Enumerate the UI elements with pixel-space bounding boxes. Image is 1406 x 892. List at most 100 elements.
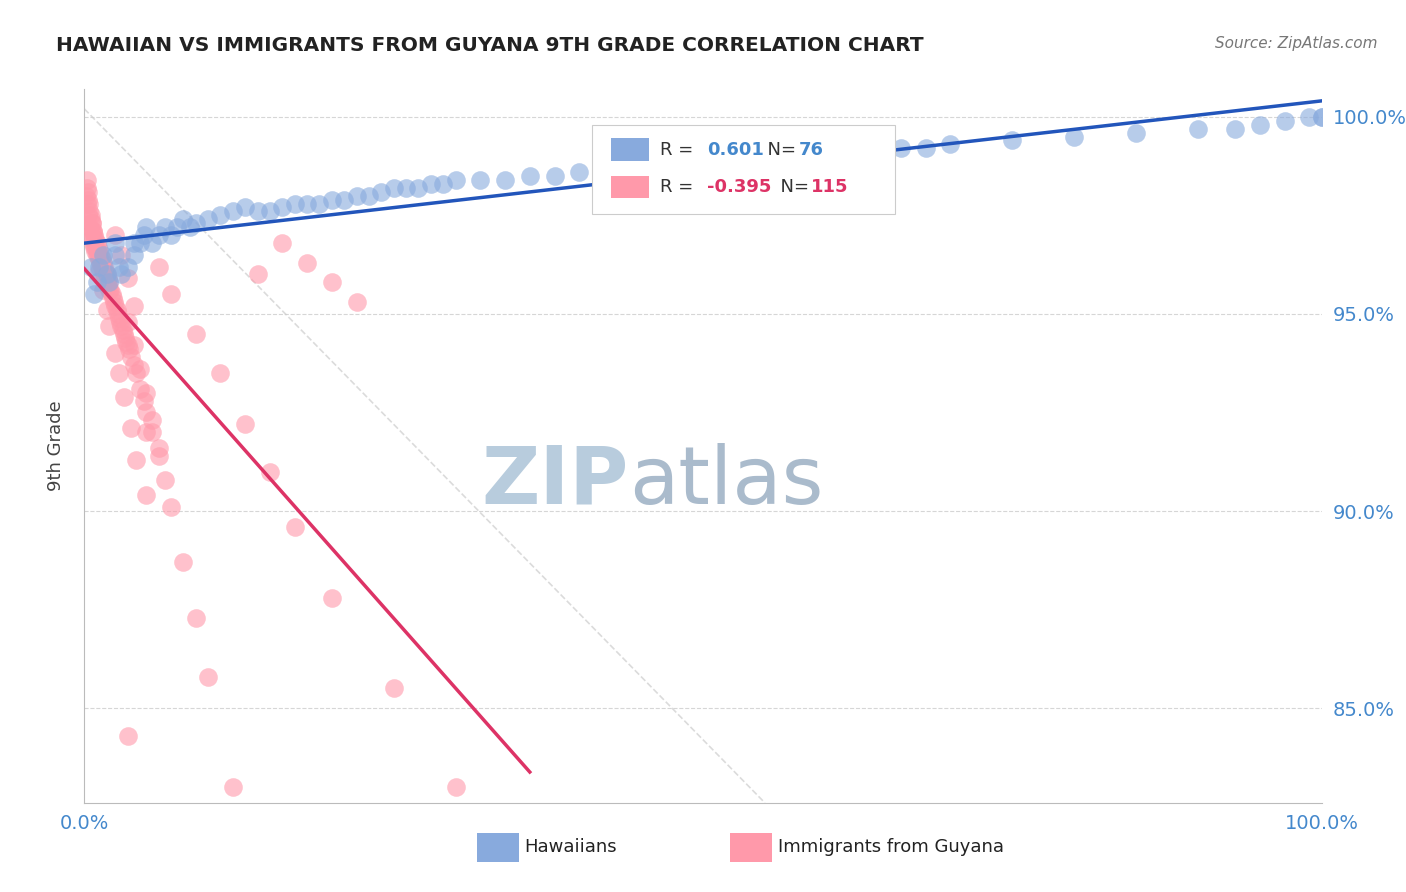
Point bbox=[77, 208, 100, 222]
Point bbox=[80, 232, 103, 246]
Point bbox=[76, 173, 98, 187]
Point bbox=[222, 780, 245, 794]
Point bbox=[83, 240, 105, 254]
Point bbox=[117, 260, 139, 274]
Text: ZIP: ZIP bbox=[481, 442, 628, 521]
Point bbox=[122, 299, 145, 313]
Point bbox=[112, 390, 135, 404]
Text: Hawaiians: Hawaiians bbox=[524, 838, 617, 855]
Point bbox=[84, 232, 107, 246]
Point bbox=[77, 193, 100, 207]
Point bbox=[271, 201, 294, 215]
Point bbox=[209, 208, 232, 222]
Point bbox=[148, 449, 170, 463]
Point bbox=[1223, 121, 1246, 136]
Point bbox=[141, 413, 163, 427]
Point bbox=[117, 338, 139, 352]
Point bbox=[84, 244, 107, 258]
Point bbox=[108, 310, 131, 325]
Point bbox=[83, 228, 105, 243]
Point bbox=[494, 173, 516, 187]
Point bbox=[76, 196, 98, 211]
FancyBboxPatch shape bbox=[612, 138, 648, 161]
Point bbox=[94, 263, 117, 277]
Point bbox=[89, 252, 111, 266]
Point bbox=[382, 180, 405, 194]
Point bbox=[111, 323, 134, 337]
Point bbox=[160, 228, 183, 243]
Point bbox=[86, 248, 108, 262]
Point bbox=[179, 220, 201, 235]
Point bbox=[82, 224, 104, 238]
Point bbox=[114, 330, 136, 344]
Point bbox=[815, 149, 838, 163]
Point bbox=[444, 173, 467, 187]
Point bbox=[246, 204, 269, 219]
Point bbox=[222, 204, 245, 219]
Point bbox=[129, 235, 152, 250]
Point bbox=[75, 188, 97, 202]
Point bbox=[135, 425, 157, 440]
Point bbox=[86, 235, 108, 250]
Point bbox=[132, 228, 155, 243]
Point bbox=[1001, 133, 1024, 147]
Point bbox=[346, 295, 368, 310]
Point bbox=[122, 338, 145, 352]
Point bbox=[129, 382, 152, 396]
Point bbox=[643, 161, 665, 175]
Point bbox=[346, 188, 368, 202]
Text: 76: 76 bbox=[799, 141, 824, 159]
Point bbox=[1298, 110, 1320, 124]
Text: atlas: atlas bbox=[628, 442, 823, 521]
Point bbox=[135, 385, 157, 400]
Point bbox=[120, 421, 142, 435]
Point bbox=[83, 287, 105, 301]
Point bbox=[1310, 110, 1333, 124]
Point bbox=[160, 500, 183, 515]
Point bbox=[79, 220, 101, 235]
Point bbox=[110, 268, 132, 282]
Point bbox=[96, 268, 118, 282]
Point bbox=[209, 366, 232, 380]
Point bbox=[96, 303, 118, 318]
Point bbox=[89, 260, 111, 274]
Point bbox=[197, 212, 219, 227]
Point bbox=[333, 193, 356, 207]
Point bbox=[91, 283, 114, 297]
Point bbox=[79, 204, 101, 219]
Point bbox=[444, 780, 467, 794]
Point bbox=[1310, 110, 1333, 124]
Point bbox=[184, 216, 207, 230]
Point bbox=[90, 260, 112, 274]
Point bbox=[86, 244, 108, 258]
Point bbox=[117, 315, 139, 329]
Point bbox=[568, 165, 591, 179]
Point bbox=[259, 204, 281, 219]
Point bbox=[153, 220, 176, 235]
Point bbox=[80, 216, 103, 230]
Point bbox=[115, 334, 138, 349]
Point bbox=[382, 681, 405, 696]
Point bbox=[432, 177, 454, 191]
Point bbox=[104, 235, 127, 250]
Point bbox=[125, 452, 148, 467]
Point bbox=[543, 169, 565, 183]
Point bbox=[148, 441, 170, 455]
Point bbox=[105, 303, 128, 318]
Point bbox=[125, 366, 148, 380]
Point bbox=[129, 362, 152, 376]
Point bbox=[79, 212, 101, 227]
FancyBboxPatch shape bbox=[612, 176, 648, 198]
Point bbox=[79, 208, 101, 222]
Point bbox=[914, 141, 936, 155]
Point bbox=[271, 235, 294, 250]
Point bbox=[141, 425, 163, 440]
Point bbox=[1063, 129, 1085, 144]
Point bbox=[110, 318, 132, 333]
Point bbox=[172, 555, 194, 569]
Point bbox=[939, 137, 962, 152]
Point bbox=[153, 473, 176, 487]
Point bbox=[108, 260, 131, 274]
Point bbox=[104, 228, 127, 243]
Point bbox=[100, 287, 122, 301]
